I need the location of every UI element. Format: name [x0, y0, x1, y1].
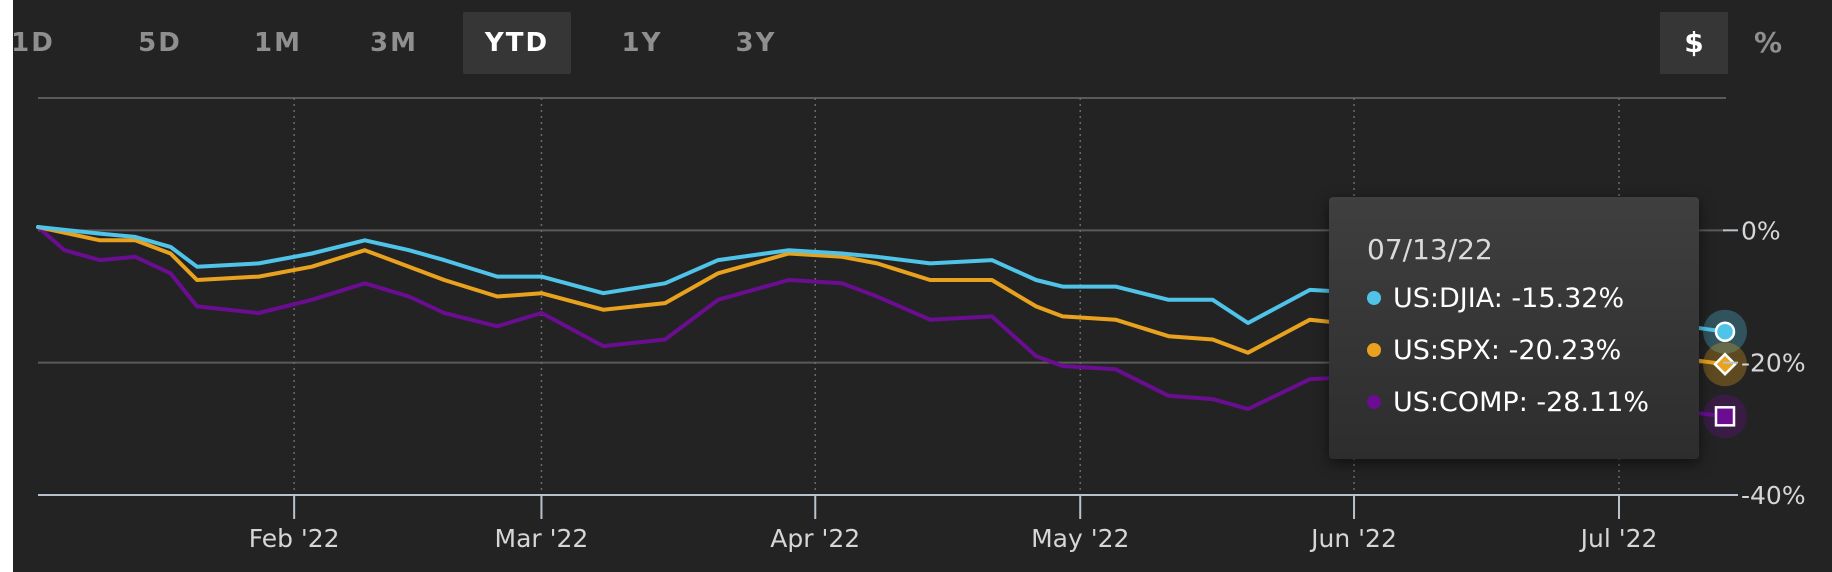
y-tick-label: 0% [1741, 216, 1781, 245]
tooltip-row-spx: US:SPX: -20.23% [1367, 335, 1621, 366]
tooltip-spx-name: US:SPX [1393, 335, 1491, 366]
percent-unit-button[interactable]: % [1753, 26, 1783, 59]
tooltip-comp-name: US:COMP [1393, 387, 1519, 418]
tab-1y[interactable]: 1Y [621, 28, 663, 58]
tooltip-date: 07/13/22 [1367, 233, 1493, 266]
x-tick-label: Apr '22 [770, 524, 860, 553]
djia-legend-dot-icon [1367, 290, 1381, 305]
tab-1d[interactable]: 1D [13, 28, 55, 58]
tab-ytd[interactable]: YTD [463, 12, 571, 74]
tooltip-row-djia: US:DJIA: -15.32% [1367, 283, 1624, 314]
endpoint-diamond-marker [1713, 352, 1737, 376]
x-tick-label: Jun '22 [1309, 524, 1397, 553]
tab-3m[interactable]: 3M [370, 28, 418, 58]
chart-axes: Feb '22 Mar '22 Apr '22 May '22 Jun '22 Jul '… [38, 216, 1806, 553]
y-tick-label: -20% [1741, 349, 1806, 378]
x-tick-label: Feb '22 [249, 524, 340, 553]
x-tick-label: Mar '22 [495, 524, 589, 553]
tooltip-spx-value: -20.23% [1508, 335, 1622, 366]
chart-tooltip: 07/13/22 US:DJIA: -15.32% US:SPX: -20.23… [1329, 197, 1699, 459]
tab-5d[interactable]: 5D [138, 28, 182, 58]
x-tick-label: May '22 [1031, 524, 1129, 553]
chart-panel: 1D 5D 1M 3M YTD 1Y 3Y $ % Feb '22 Mar '22… [13, 0, 1832, 572]
tooltip-row-comp: US:COMP: -28.11% [1367, 387, 1649, 418]
endpoint-square-marker [1714, 406, 1736, 427]
x-tick-label: Jul '22 [1579, 524, 1658, 553]
y-tick-label: -40% [1741, 481, 1806, 510]
tab-3y[interactable]: 3Y [735, 28, 777, 58]
spx-legend-dot-icon [1367, 342, 1381, 357]
tab-1m[interactable]: 1M [254, 28, 302, 58]
comp-legend-dot-icon [1367, 394, 1381, 409]
dollar-unit-button[interactable]: $ [1660, 12, 1728, 74]
tooltip-djia-name: US:DJIA [1393, 283, 1494, 314]
tooltip-djia-value: -15.32% [1511, 283, 1625, 314]
endpoint-circle-marker [1714, 321, 1736, 342]
tooltip-comp-value: -28.11% [1536, 387, 1650, 418]
chart-endpoint-markers [1703, 309, 1747, 439]
